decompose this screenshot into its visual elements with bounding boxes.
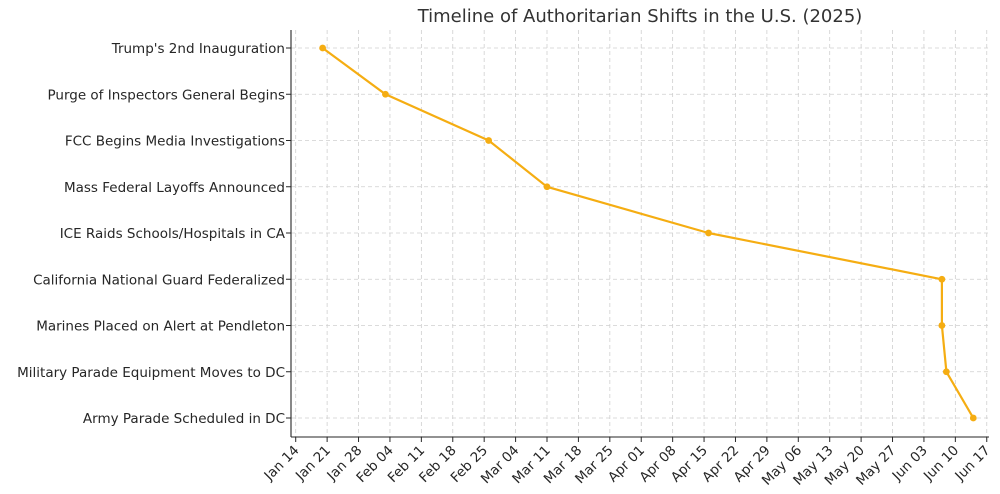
data-point bbox=[942, 368, 950, 376]
data-point bbox=[705, 229, 712, 237]
y-tick-label: California National Guard Federalized bbox=[33, 272, 285, 288]
data-point bbox=[969, 414, 977, 422]
y-ticks: Trump's 2nd Inauguration Purge of Inspect… bbox=[17, 41, 291, 427]
x-tick-label: Jan 21 bbox=[292, 443, 334, 485]
x-tick-label: Jan 14 bbox=[261, 443, 303, 485]
axes bbox=[290, 30, 989, 438]
y-tick-label: ICE Raids Schools/Hospitals in CA bbox=[60, 226, 286, 242]
series-line bbox=[319, 44, 977, 422]
y-tick-label: FCC Begins Media Investigations bbox=[65, 134, 285, 150]
y-tick-label: Purge of Inspectors General Begins bbox=[47, 87, 285, 103]
data-point bbox=[543, 183, 551, 191]
data-point bbox=[938, 275, 946, 283]
data-point bbox=[382, 90, 389, 98]
y-tick-label: Marines Placed on Alert at Pendleton bbox=[36, 319, 285, 335]
chart-title: Timeline of Authoritarian Shifts in the … bbox=[417, 6, 863, 27]
y-tick-label: Trump's 2nd Inauguration bbox=[111, 41, 285, 57]
x-tick-label: Jun 10 bbox=[920, 443, 962, 485]
y-tick-label: Mass Federal Layoffs Announced bbox=[64, 180, 285, 196]
x-tick-label: Jun 03 bbox=[889, 443, 931, 485]
data-point bbox=[319, 44, 327, 52]
grid bbox=[291, 30, 989, 437]
x-tick-label: Jun 17 bbox=[951, 443, 993, 485]
y-tick-label: Military Parade Equipment Moves to DC bbox=[17, 365, 285, 381]
data-point bbox=[485, 137, 493, 144]
data-point bbox=[938, 322, 946, 329]
y-tick-label: Army Parade Scheduled in DC bbox=[83, 411, 285, 427]
